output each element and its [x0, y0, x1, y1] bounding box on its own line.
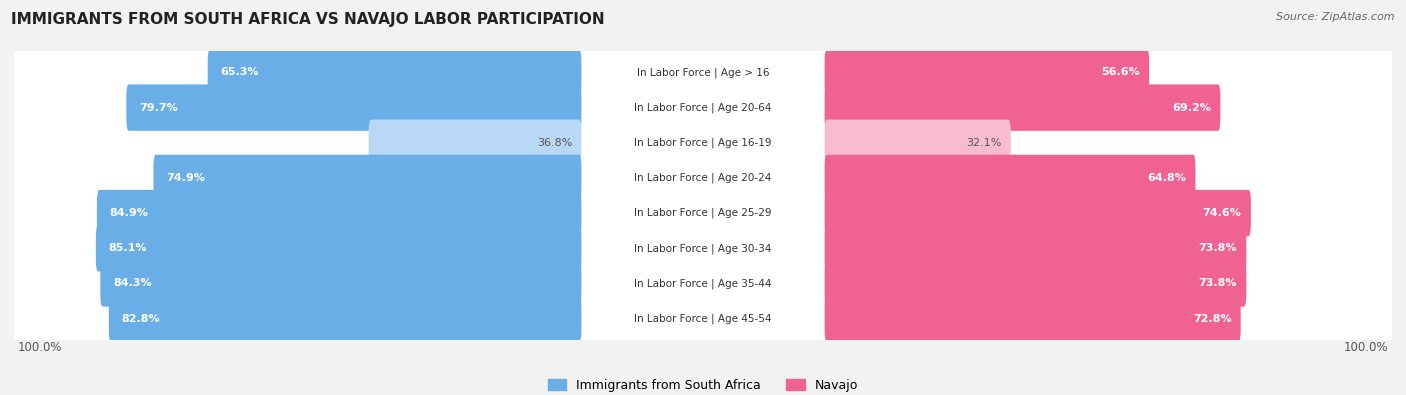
Text: In Labor Force | Age 45-54: In Labor Force | Age 45-54	[634, 313, 772, 324]
Text: 72.8%: 72.8%	[1192, 314, 1232, 324]
Text: In Labor Force | Age 25-29: In Labor Force | Age 25-29	[634, 208, 772, 218]
FancyBboxPatch shape	[824, 190, 1251, 236]
FancyBboxPatch shape	[824, 155, 1195, 201]
Text: In Labor Force | Age 30-34: In Labor Force | Age 30-34	[634, 243, 772, 254]
FancyBboxPatch shape	[824, 295, 1240, 342]
FancyBboxPatch shape	[824, 85, 1220, 131]
FancyBboxPatch shape	[108, 295, 582, 342]
FancyBboxPatch shape	[14, 220, 1392, 276]
Text: 65.3%: 65.3%	[221, 68, 259, 77]
FancyBboxPatch shape	[14, 150, 1392, 206]
FancyBboxPatch shape	[824, 225, 1246, 271]
FancyBboxPatch shape	[14, 185, 1392, 241]
Text: 85.1%: 85.1%	[108, 243, 148, 253]
Text: 64.8%: 64.8%	[1147, 173, 1187, 183]
Text: 82.8%: 82.8%	[121, 314, 160, 324]
Text: 36.8%: 36.8%	[537, 138, 572, 148]
Text: 100.0%: 100.0%	[1344, 341, 1389, 354]
FancyBboxPatch shape	[14, 80, 1392, 135]
FancyBboxPatch shape	[824, 49, 1149, 96]
FancyBboxPatch shape	[14, 291, 1392, 346]
Text: In Labor Force | Age 35-44: In Labor Force | Age 35-44	[634, 278, 772, 289]
Text: In Labor Force | Age 20-64: In Labor Force | Age 20-64	[634, 102, 772, 113]
FancyBboxPatch shape	[127, 85, 582, 131]
Text: 84.9%: 84.9%	[110, 208, 149, 218]
Text: 74.6%: 74.6%	[1202, 208, 1241, 218]
Text: In Labor Force | Age > 16: In Labor Force | Age > 16	[637, 67, 769, 78]
Text: 56.6%: 56.6%	[1101, 68, 1140, 77]
Text: 79.7%: 79.7%	[139, 103, 177, 113]
FancyBboxPatch shape	[14, 256, 1392, 311]
Text: Source: ZipAtlas.com: Source: ZipAtlas.com	[1277, 12, 1395, 22]
FancyBboxPatch shape	[100, 260, 582, 307]
Text: In Labor Force | Age 16-19: In Labor Force | Age 16-19	[634, 137, 772, 148]
FancyBboxPatch shape	[824, 120, 1011, 166]
FancyBboxPatch shape	[14, 115, 1392, 171]
FancyBboxPatch shape	[153, 155, 582, 201]
FancyBboxPatch shape	[96, 225, 582, 271]
Text: 74.9%: 74.9%	[166, 173, 205, 183]
FancyBboxPatch shape	[14, 45, 1392, 100]
Legend: Immigrants from South Africa, Navajo: Immigrants from South Africa, Navajo	[543, 374, 863, 395]
FancyBboxPatch shape	[368, 120, 582, 166]
FancyBboxPatch shape	[824, 260, 1246, 307]
Text: 84.3%: 84.3%	[112, 278, 152, 288]
FancyBboxPatch shape	[97, 190, 582, 236]
Text: 32.1%: 32.1%	[966, 138, 1001, 148]
Text: 73.8%: 73.8%	[1198, 278, 1237, 288]
Text: 100.0%: 100.0%	[17, 341, 62, 354]
Text: In Labor Force | Age 20-24: In Labor Force | Age 20-24	[634, 173, 772, 183]
Text: 73.8%: 73.8%	[1198, 243, 1237, 253]
Text: IMMIGRANTS FROM SOUTH AFRICA VS NAVAJO LABOR PARTICIPATION: IMMIGRANTS FROM SOUTH AFRICA VS NAVAJO L…	[11, 12, 605, 27]
FancyBboxPatch shape	[208, 49, 582, 96]
Text: 69.2%: 69.2%	[1173, 103, 1211, 113]
